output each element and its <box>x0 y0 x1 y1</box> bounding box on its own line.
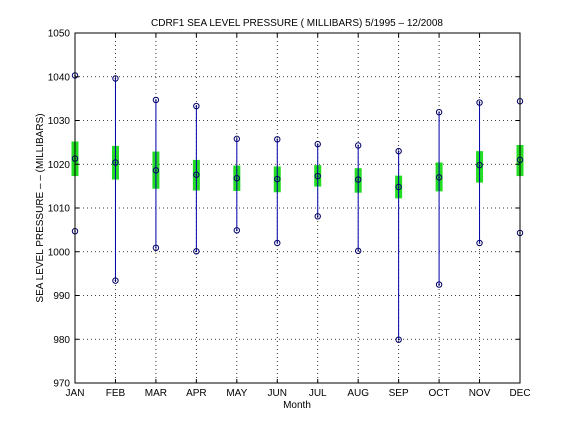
axes: 970 980 990 1000 1010 1020 1030 1040 1050 JAN FEB M… <box>48 29 531 400</box>
mean-marker <box>112 159 119 166</box>
max-marker-dot <box>438 111 440 113</box>
y-tick-label: 980 <box>53 335 70 346</box>
min-marker-dot <box>478 242 481 244</box>
min-marker-dot <box>155 247 157 249</box>
y-tick-label: 990 <box>53 291 70 302</box>
mean-marker-dot <box>357 178 359 181</box>
mean-marker-dot <box>195 173 198 176</box>
mean-marker <box>152 167 160 174</box>
y-tick-label: 1000 <box>48 247 71 258</box>
mean-marker <box>314 172 321 180</box>
y-tick-label: 1050 <box>48 29 71 40</box>
month-box-may <box>233 135 241 234</box>
max-marker-dot <box>357 144 359 147</box>
y-axis-label: SEA LEVEL PRESSURE – – (MILLIBARS) <box>35 113 46 302</box>
max-marker <box>274 136 281 143</box>
x-tick-label: JUL <box>309 388 327 399</box>
min-marker <box>193 248 200 255</box>
x-tick-label: SEP <box>389 388 409 399</box>
max-marker <box>395 147 402 155</box>
month-box-oct <box>435 108 443 288</box>
max-marker <box>435 108 443 116</box>
min-marker <box>314 213 321 220</box>
min-marker-dot <box>316 215 319 218</box>
min-marker-dot <box>236 229 238 232</box>
max-marker <box>314 140 321 148</box>
x-tick-label: JUN <box>268 388 287 399</box>
min-marker-dot <box>276 242 279 244</box>
max-marker-dot <box>195 105 198 107</box>
min-marker-dot <box>195 250 198 253</box>
min-marker <box>435 281 443 288</box>
month-box-jun <box>273 136 281 247</box>
max-marker <box>112 75 119 82</box>
min-marker-dot <box>114 279 117 282</box>
month-box-apr <box>192 102 200 255</box>
max-marker <box>193 102 200 110</box>
x-tick-label: APR <box>186 388 207 399</box>
min-marker-dot <box>357 250 359 252</box>
max-marker <box>152 96 160 104</box>
mean-marker-dot <box>316 175 319 177</box>
max-marker-dot <box>155 99 157 101</box>
mean-marker <box>476 161 483 169</box>
mean-marker-dot <box>155 169 157 172</box>
min-marker <box>112 277 119 284</box>
min-marker <box>152 244 160 252</box>
max-marker-dot <box>397 150 400 152</box>
max-marker <box>233 135 241 143</box>
max-marker-dot <box>114 77 117 80</box>
x-tick-label: DEC <box>509 388 530 399</box>
y-tick-label: 1030 <box>48 116 71 127</box>
mean-marker <box>274 175 281 183</box>
min-marker <box>395 336 402 343</box>
mean-marker-dot <box>276 178 279 180</box>
mean-marker-dot <box>114 161 117 164</box>
mean-marker <box>233 175 241 182</box>
max-marker-dot <box>276 138 279 141</box>
month-box-sep <box>395 147 403 343</box>
month-box-aug <box>354 142 362 255</box>
y-tick-label: 970 <box>53 379 70 390</box>
month-box-jul <box>314 140 322 220</box>
mean-marker <box>354 176 362 183</box>
x-tick-label: FEB <box>106 388 126 399</box>
y-tick-label: 1040 <box>48 72 71 83</box>
x-axis-label: Month <box>283 400 311 411</box>
mean-marker <box>193 171 200 178</box>
max-marker-dot <box>478 101 481 104</box>
max-marker-dot <box>316 143 319 145</box>
x-tick-label: JAN <box>66 388 85 399</box>
min-marker-dot <box>438 283 440 286</box>
mean-marker-dot <box>397 186 400 188</box>
mean-marker-dot <box>438 176 440 179</box>
mean-marker-dot <box>236 177 238 180</box>
max-marker-dot <box>236 138 238 140</box>
x-tick-label: MAY <box>226 388 247 399</box>
chart-title: CDRF1 SEA LEVEL PRESSURE ( MILLIBARS) 5/… <box>151 18 443 29</box>
x-tick-label: OCT <box>429 388 450 399</box>
min-marker <box>354 247 362 255</box>
x-tick-label: NOV <box>469 388 491 399</box>
min-marker <box>233 227 241 234</box>
max-marker <box>354 142 362 149</box>
y-tick-label: 1010 <box>48 204 71 215</box>
mean-marker <box>435 174 443 181</box>
mean-marker <box>395 183 402 191</box>
month-box-feb <box>111 75 119 284</box>
min-marker <box>274 239 281 247</box>
min-marker-dot <box>397 338 400 341</box>
x-tick-label: AUG <box>347 388 369 399</box>
min-marker <box>476 239 483 247</box>
month-box-mar <box>152 96 160 252</box>
mean-marker-dot <box>478 164 481 166</box>
y-tick-label: 1020 <box>48 160 71 171</box>
x-tick-label: MAR <box>145 388 167 399</box>
month-box-nov <box>476 99 484 247</box>
max-marker <box>476 99 483 106</box>
